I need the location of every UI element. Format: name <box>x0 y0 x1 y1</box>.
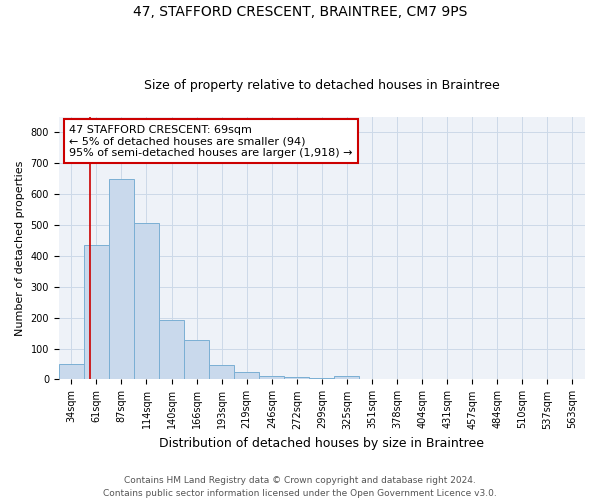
Text: Contains HM Land Registry data © Crown copyright and database right 2024.
Contai: Contains HM Land Registry data © Crown c… <box>103 476 497 498</box>
Bar <box>310 378 334 380</box>
Bar <box>334 376 359 380</box>
Bar <box>234 372 259 380</box>
Y-axis label: Number of detached properties: Number of detached properties <box>15 160 25 336</box>
Bar <box>184 340 209 380</box>
Bar <box>284 377 310 380</box>
Bar <box>209 364 234 380</box>
X-axis label: Distribution of detached houses by size in Braintree: Distribution of detached houses by size … <box>160 437 484 450</box>
Bar <box>59 364 84 380</box>
Bar <box>159 320 184 380</box>
Title: Size of property relative to detached houses in Braintree: Size of property relative to detached ho… <box>144 79 500 92</box>
Bar <box>109 178 134 380</box>
Bar <box>84 245 109 380</box>
Text: 47, STAFFORD CRESCENT, BRAINTREE, CM7 9PS: 47, STAFFORD CRESCENT, BRAINTREE, CM7 9P… <box>133 5 467 19</box>
Text: 47 STAFFORD CRESCENT: 69sqm
← 5% of detached houses are smaller (94)
95% of semi: 47 STAFFORD CRESCENT: 69sqm ← 5% of deta… <box>70 124 353 158</box>
Bar <box>134 224 159 380</box>
Bar <box>259 376 284 380</box>
